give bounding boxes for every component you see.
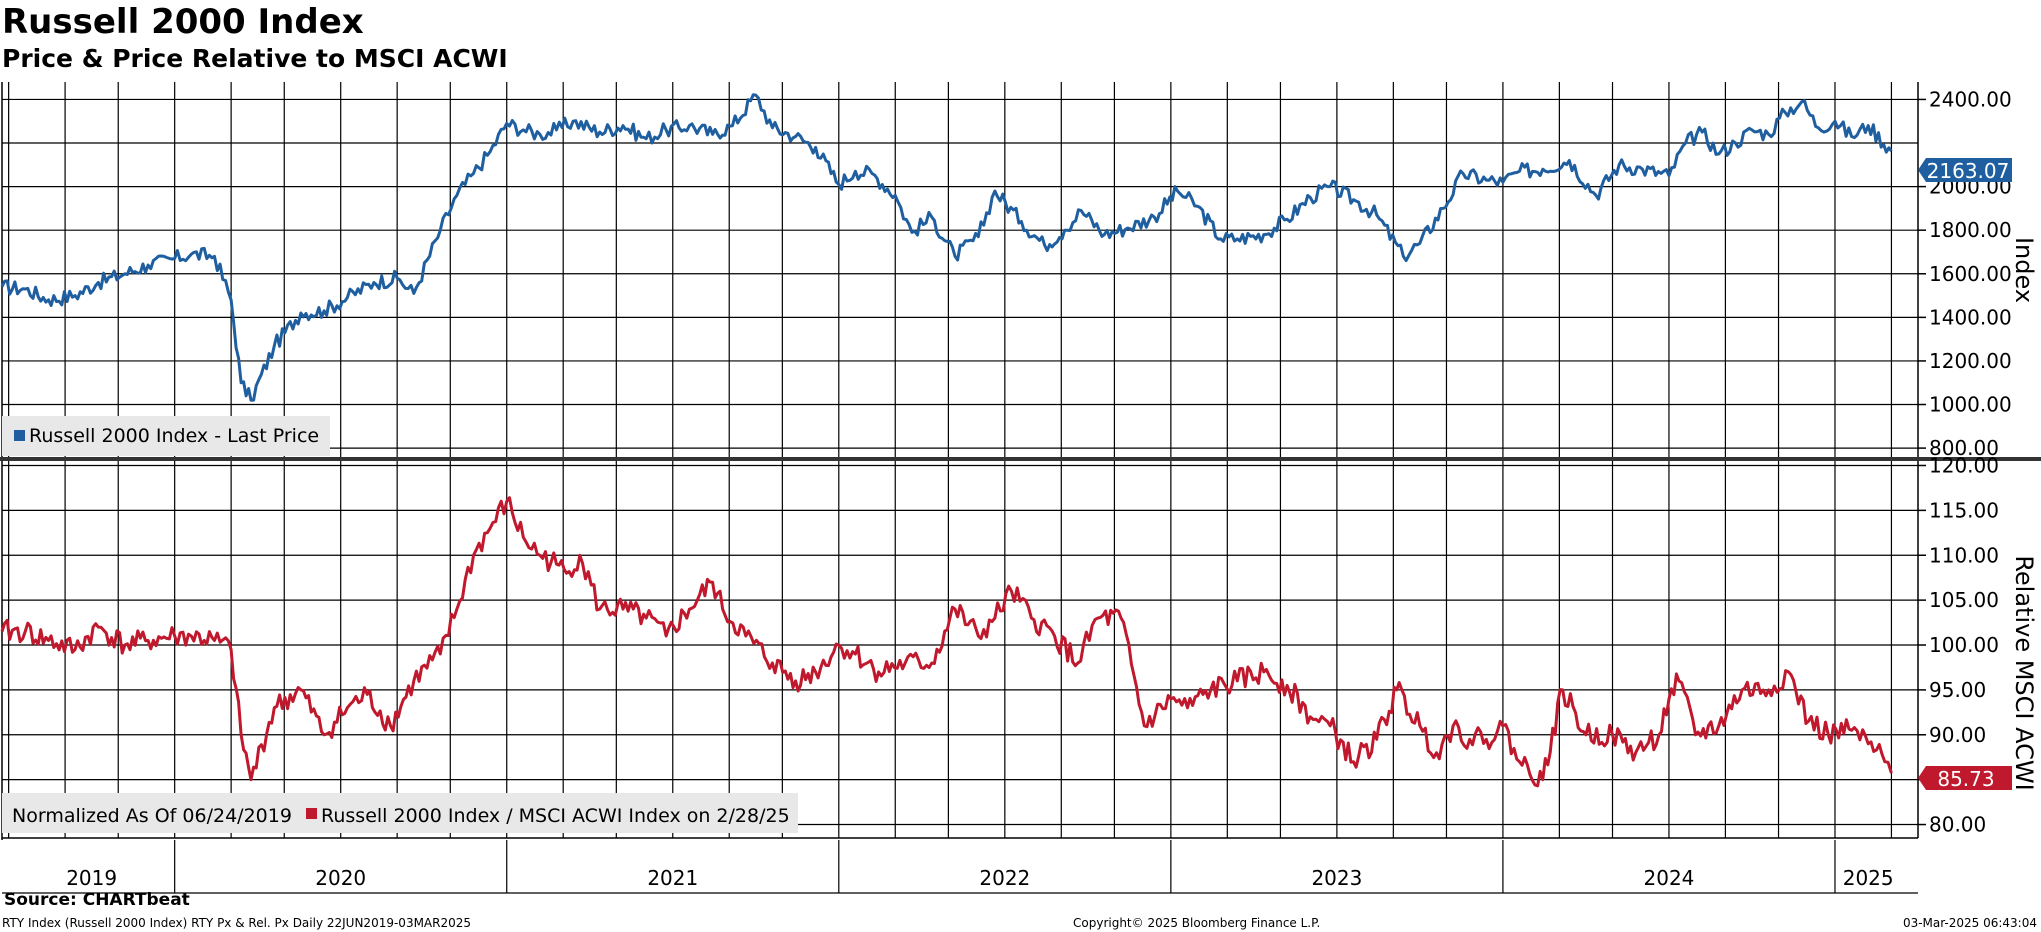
ytick-label-top: 1800.00: [1929, 218, 2012, 242]
ytick-label-top: 1000.00: [1929, 393, 2012, 417]
x-tick-label: 2019: [66, 866, 117, 890]
ytick-label-top: 1200.00: [1929, 349, 2012, 373]
x-tick-label: 2025: [1843, 866, 1894, 890]
relative-series-line: [0, 496, 1893, 788]
price-series-line: [0, 93, 1893, 402]
ytick-label-bottom: 115.00: [1929, 498, 1999, 522]
footer-copyright: Copyright© 2025 Bloomberg Finance L.P.: [1073, 916, 1321, 930]
x-tick-label: 2023: [1311, 866, 1362, 890]
ytick-label-top: 800.00: [1929, 436, 1999, 460]
y-axis-title-relative: Relative MSCI ACWI: [2010, 555, 2038, 790]
price-series-layer: [0, 93, 1893, 402]
x-tick-label: 2024: [1644, 866, 1695, 890]
footer-timestamp: 03-Mar-2025 06:43:04: [1902, 916, 2037, 930]
relative-series-layer: [0, 496, 1893, 788]
chart-subtitle: Price & Price Relative to MSCI ACWI: [2, 44, 508, 73]
x-tick-label: 2022: [979, 866, 1030, 890]
y-axis-title-price: Index: [2010, 237, 2038, 303]
legend-relative-swatch: [306, 808, 317, 819]
ytick-label-bottom: 105.00: [1929, 588, 1999, 612]
ytick-label-bottom: 90.00: [1929, 723, 1986, 747]
legend-price-label: Russell 2000 Index - Last Price: [29, 425, 319, 447]
panel-frames: [0, 82, 2041, 840]
legend-relative: Normalized As Of 06/24/2019 Russell 2000…: [2, 793, 798, 833]
chart-title: Russell 2000 Index: [2, 2, 364, 42]
ytick-label-bottom: 110.00: [1929, 543, 1999, 567]
footer-left: RTY Index (Russell 2000 Index) RTY Px & …: [2, 916, 472, 930]
bottom-panel-grid: [2, 461, 1918, 838]
ytick-label-top: 2400.00: [1929, 87, 2012, 111]
ytick-label-bottom: 120.00: [1929, 453, 1999, 477]
ytick-label-bottom: 100.00: [1929, 633, 1999, 657]
x-tick-label: 2021: [647, 866, 698, 890]
last-value-price: 2163.07: [1927, 159, 2010, 183]
top-panel-grid: [2, 82, 1918, 459]
y-tick-labels: 800.00 1000.00 1200.00 1400.00 1600.00 1800.0…: [1918, 87, 2012, 837]
last-value-tag-price: 2163.07: [1918, 158, 2012, 183]
last-value-tag-relative: 85.73: [1918, 766, 2012, 791]
ytick-label-bottom: 95.00: [1929, 678, 1986, 702]
ytick-label-top: 1400.00: [1929, 305, 2012, 329]
legend-normalized-label: Normalized As Of 06/24/2019: [12, 805, 292, 827]
last-value-relative: 85.73: [1937, 767, 1994, 791]
legend-price-swatch: [14, 430, 25, 441]
legend-price: Russell 2000 Index - Last Price: [2, 416, 330, 456]
ytick-label-top: 1600.00: [1929, 262, 2012, 286]
ytick-label-bottom: 80.00: [1929, 813, 1986, 837]
source-label: Source: CHARTbeat: [4, 890, 190, 910]
x-axis: 2019 2020 2021 2022 2023 2024 2025: [2, 840, 1918, 894]
x-tick-label: 2020: [315, 866, 366, 890]
legend-relative-label: Russell 2000 Index / MSCI ACWI Index on …: [321, 805, 790, 827]
